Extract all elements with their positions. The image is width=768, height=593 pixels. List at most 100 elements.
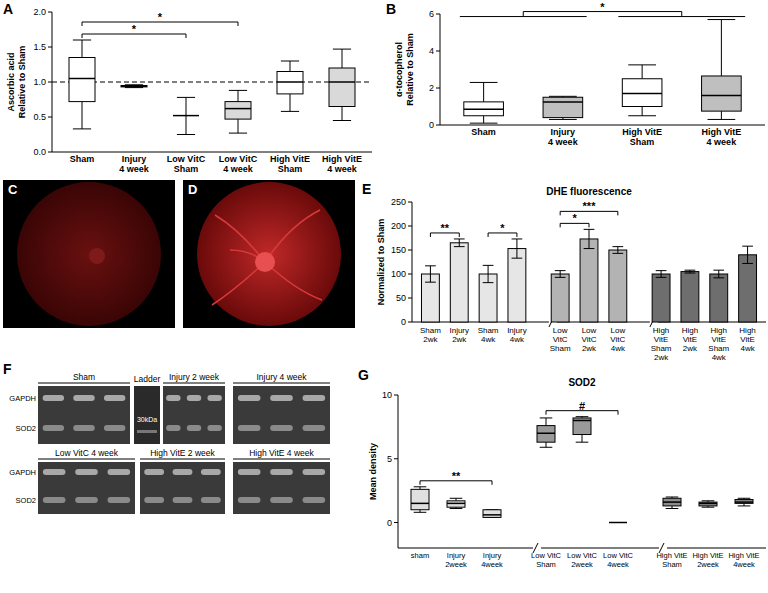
- significance-bracket: [238, 22, 239, 26]
- significance-bracket: [560, 211, 561, 215]
- significance-bracket: [618, 411, 619, 415]
- whisker-cap-low: [450, 508, 463, 509]
- band: [238, 395, 261, 401]
- median: [447, 503, 465, 505]
- y-tick-label: 100: [391, 269, 406, 279]
- fundus: [17, 182, 161, 326]
- y-axis: [398, 395, 399, 548]
- x-tick-label: Injury2week: [445, 551, 467, 569]
- box: [609, 522, 627, 523]
- band: [73, 425, 94, 431]
- chart-title: DHE fluorescence: [546, 186, 632, 197]
- error-cap: [742, 263, 753, 264]
- whisker-cap-high: [540, 417, 553, 418]
- error-cap: [512, 258, 523, 259]
- y-tick: [408, 298, 412, 299]
- whisker-low: [582, 435, 583, 443]
- whisker-cap-high: [470, 82, 498, 83]
- bar: [551, 274, 569, 322]
- whisker-low: [186, 116, 187, 135]
- x-tick-label: Sham4wk: [478, 326, 499, 344]
- x-tick-label: High VitESham: [622, 127, 662, 147]
- y-tick: [408, 226, 412, 227]
- band: [270, 395, 293, 401]
- error-cap: [483, 282, 494, 283]
- significance-label: *: [600, 1, 605, 13]
- median: [622, 93, 662, 95]
- x-axis: [440, 125, 765, 126]
- median: [173, 115, 199, 117]
- median: [573, 420, 591, 422]
- error-cap: [584, 248, 595, 249]
- band: [166, 395, 180, 401]
- row-label: GAPDH: [9, 468, 36, 477]
- significance-bracket: [681, 12, 682, 17]
- y-tick-label: 6: [429, 9, 434, 19]
- band: [75, 469, 98, 475]
- band: [173, 469, 193, 475]
- error-cap: [512, 238, 523, 239]
- band: [187, 425, 201, 431]
- y-tick: [394, 458, 398, 459]
- plot-area: [421, 229, 756, 322]
- ladder-lane: [134, 386, 160, 444]
- axis-break-gap: [533, 546, 541, 550]
- whisker-low: [546, 442, 547, 447]
- figure: AAscorbic acidRelative to Sham0.00.51.01…: [0, 0, 768, 593]
- box: [277, 72, 303, 94]
- ladder-band: [137, 430, 157, 433]
- x-tick-label: Low VitC2week: [567, 551, 597, 569]
- y-tick: [48, 47, 52, 48]
- plot-area: [411, 417, 753, 523]
- whisker-cap-high: [702, 500, 715, 501]
- error-bar: [430, 266, 431, 282]
- whisker-cap-high: [708, 19, 736, 20]
- whisker-cap-high: [281, 61, 299, 62]
- y-axis-title: α-tocopherolRelative to Sham: [394, 33, 415, 106]
- lane-group-line: [38, 459, 135, 460]
- panel-label: C: [8, 182, 18, 197]
- y-tick: [408, 322, 412, 323]
- box: [622, 79, 662, 107]
- error-cap: [656, 277, 667, 278]
- band: [75, 497, 98, 503]
- x-tick-label: Low VitCSham: [167, 154, 206, 174]
- y-axis-title: Normalized to Sham: [376, 219, 386, 306]
- blot-label: Low VitC 4 week: [55, 448, 119, 458]
- band: [303, 395, 326, 401]
- median: [735, 501, 753, 503]
- error-bar: [617, 247, 618, 254]
- x-tick-label: High VitE4 week: [701, 127, 741, 147]
- error-bar: [516, 239, 517, 258]
- whisker-cap-low: [628, 115, 656, 116]
- fundus: [197, 182, 341, 326]
- x-tick-label: HighVitESham2wk: [651, 326, 672, 362]
- error-cap: [584, 229, 595, 230]
- box: [447, 501, 465, 507]
- row-label: GAPDH: [9, 394, 36, 403]
- whisker-cap-low: [708, 119, 736, 120]
- lane-group-line: [38, 383, 130, 384]
- significance-bracket: [560, 223, 561, 227]
- whisker-high: [238, 90, 239, 101]
- y-tick: [436, 88, 440, 89]
- x-tick-label: LowVitCSham: [550, 326, 571, 353]
- band: [238, 425, 261, 431]
- x-tick-label: HighVitE2wk: [682, 326, 698, 353]
- y-tick: [48, 117, 52, 118]
- vessel: [265, 210, 320, 262]
- bar: [609, 250, 627, 322]
- whisker-low: [342, 107, 343, 121]
- x-tick-label: Sham: [471, 127, 496, 137]
- significance-label: *: [572, 212, 577, 224]
- y-tick-label: 2.0: [33, 7, 46, 17]
- panel-label: E: [362, 181, 371, 197]
- median: [225, 108, 251, 110]
- error-cap: [454, 238, 465, 239]
- box: [464, 102, 504, 116]
- whisker-cap-high: [628, 64, 656, 65]
- vessel: [212, 262, 265, 305]
- panel-label: G: [358, 367, 369, 383]
- median: [464, 109, 504, 111]
- whisker-high: [642, 65, 643, 79]
